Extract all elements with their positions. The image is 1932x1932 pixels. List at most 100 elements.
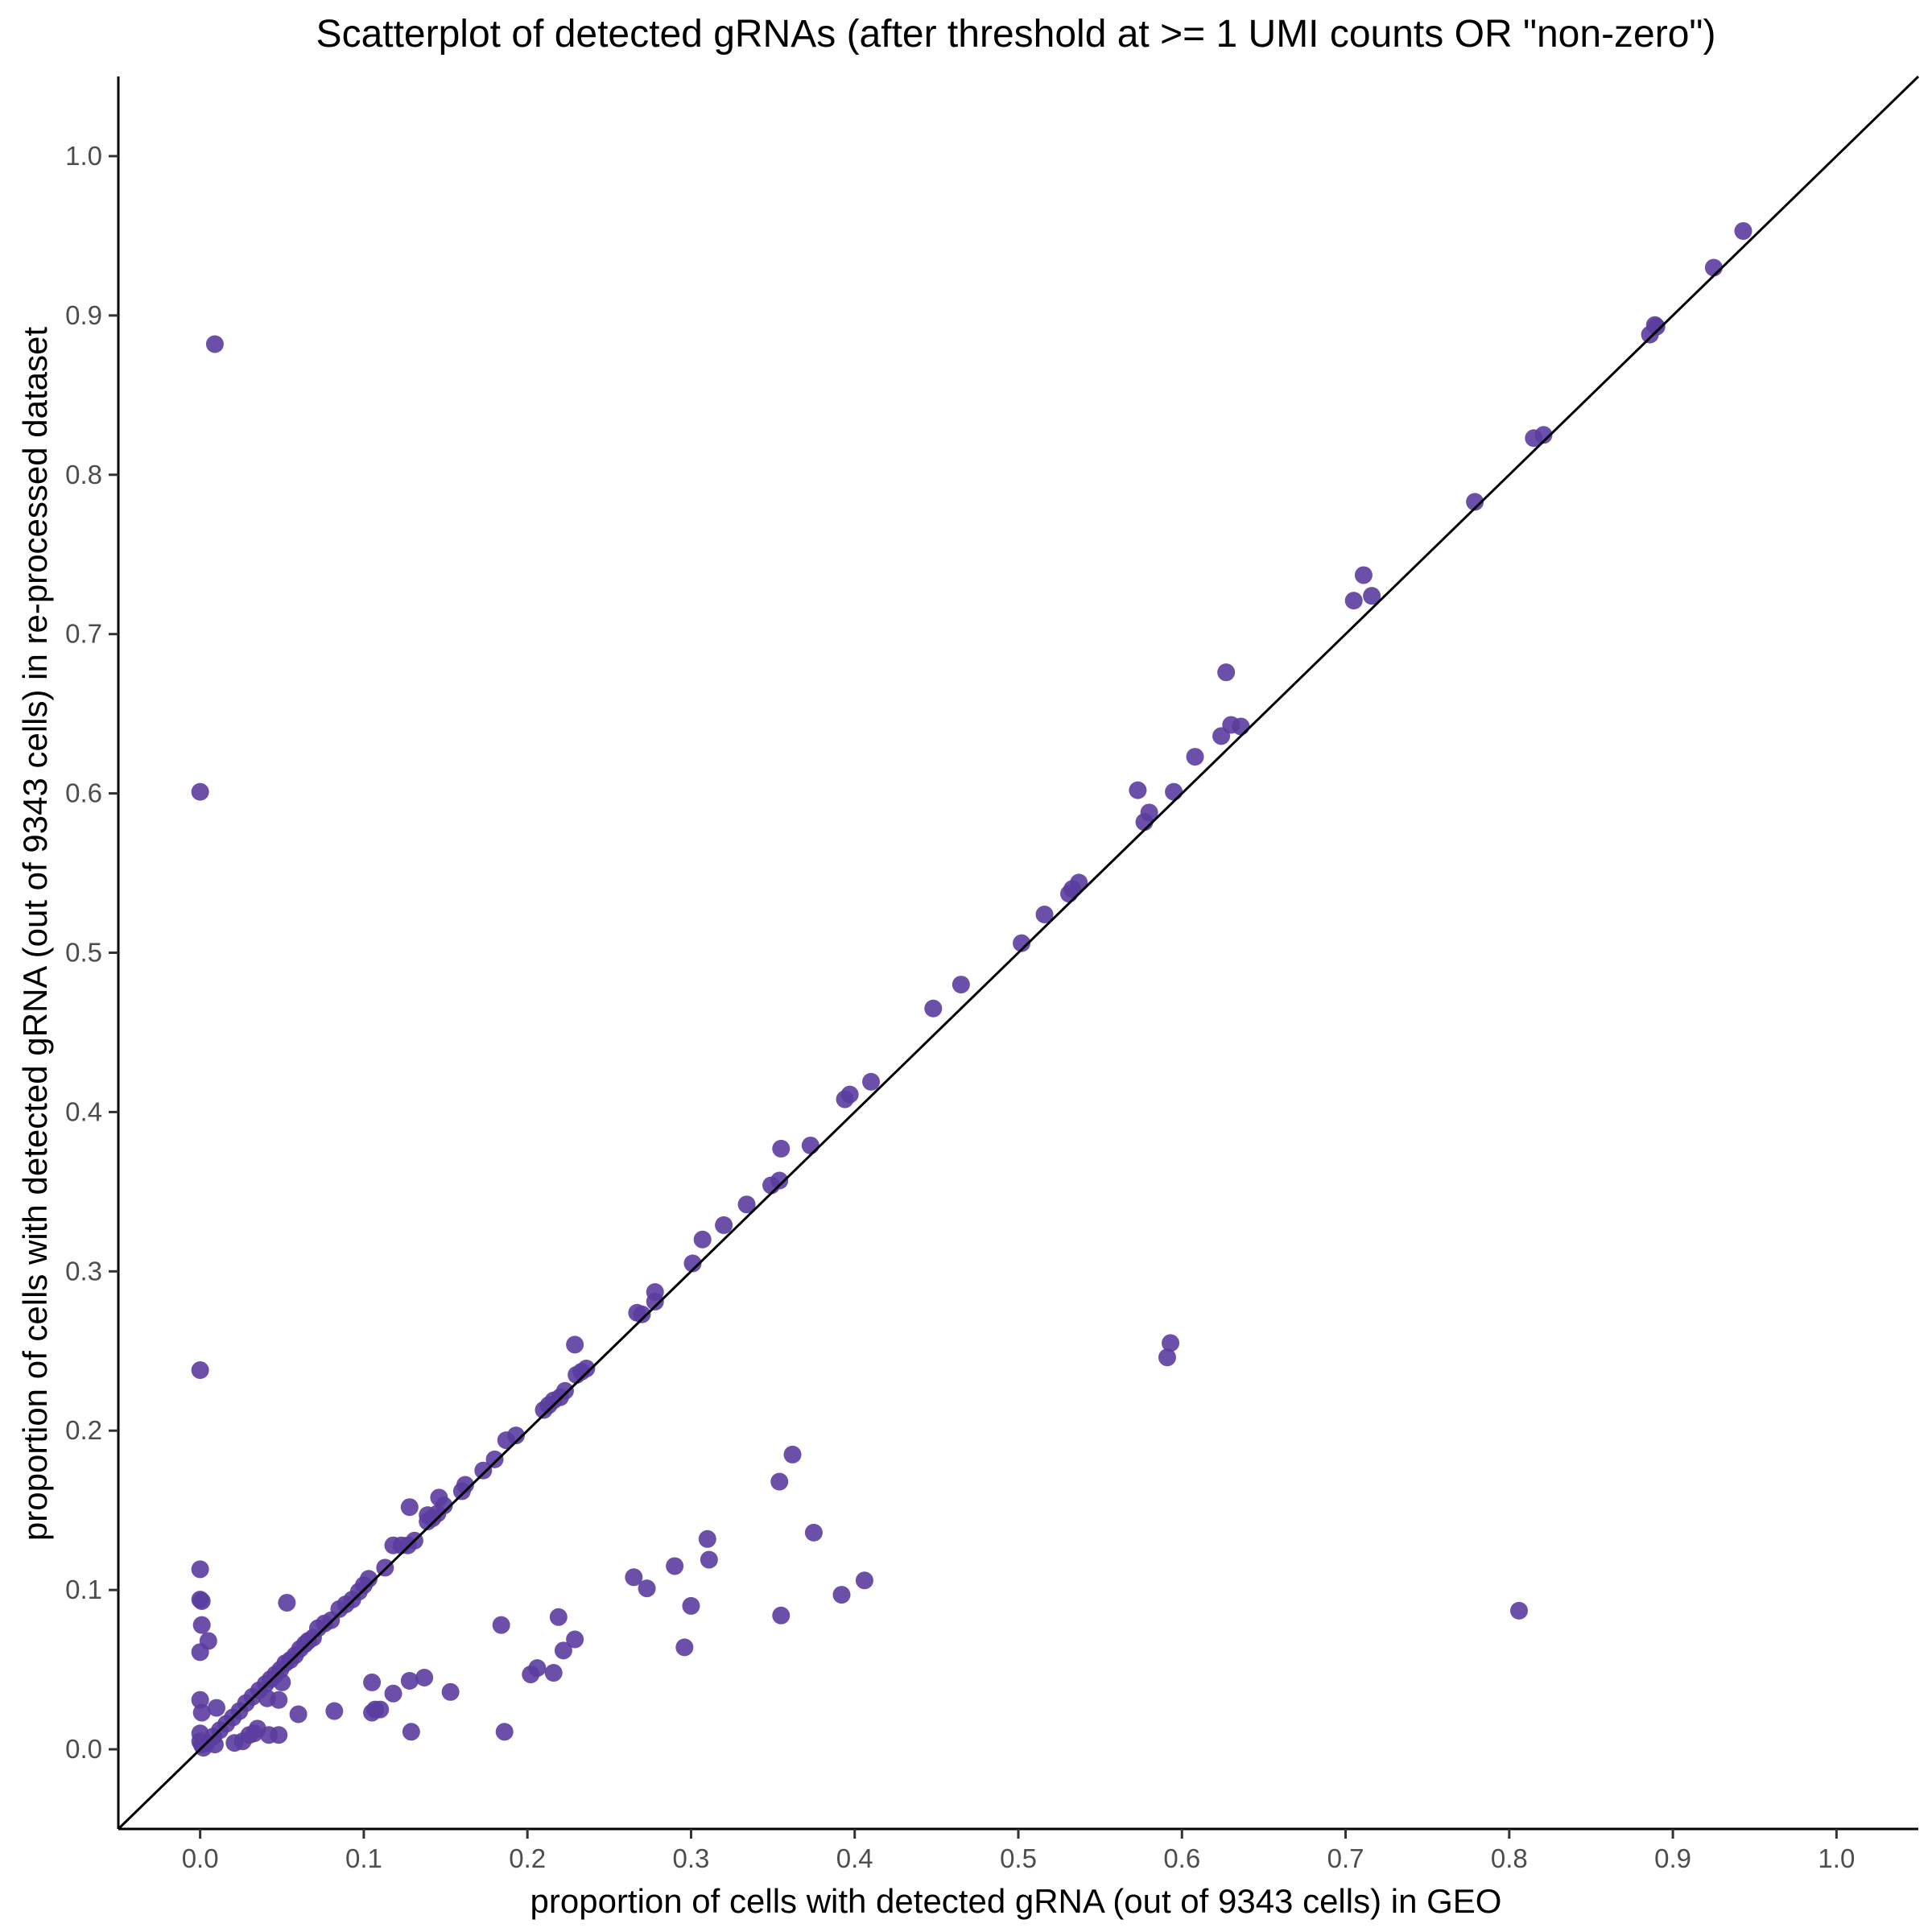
data-point <box>638 1579 656 1598</box>
data-point <box>693 1230 712 1249</box>
data-point <box>492 1616 510 1634</box>
data-point <box>384 1684 402 1703</box>
y-tick-label: 0.5 <box>65 938 102 968</box>
data-point <box>700 1550 718 1569</box>
data-point <box>625 1568 643 1587</box>
data-point <box>452 1482 471 1501</box>
data-point <box>1354 566 1373 584</box>
data-point <box>430 1488 448 1507</box>
data-point <box>1217 663 1236 682</box>
y-tick-label: 0.7 <box>65 619 102 649</box>
data-point <box>225 1734 244 1752</box>
data-point <box>1212 727 1231 745</box>
y-tick-label: 0.9 <box>65 300 102 330</box>
data-point <box>1186 748 1204 766</box>
data-point <box>400 1498 419 1517</box>
data-point <box>675 1638 694 1657</box>
y-tick-label: 1.0 <box>65 141 102 171</box>
data-point <box>485 1450 504 1468</box>
x-tick-label: 0.0 <box>182 1843 219 1873</box>
data-point <box>862 1072 881 1091</box>
data-point <box>554 1641 572 1660</box>
x-tick-label: 0.2 <box>509 1843 546 1873</box>
data-point <box>192 1591 211 1610</box>
data-point <box>1129 781 1147 799</box>
data-point <box>1344 592 1363 610</box>
data-point <box>1525 429 1543 448</box>
data-point <box>1734 221 1752 240</box>
data-point <box>1158 1348 1176 1367</box>
y-tick-label: 0.8 <box>65 460 102 489</box>
data-point <box>772 1139 791 1158</box>
data-point <box>205 1736 224 1754</box>
x-tick-label: 0.9 <box>1654 1843 1691 1873</box>
data-point <box>400 1671 419 1690</box>
data-point <box>1704 258 1723 277</box>
data-point <box>762 1176 781 1195</box>
data-point <box>737 1195 756 1214</box>
data-point <box>1165 782 1183 801</box>
data-point <box>772 1606 791 1624</box>
data-point <box>1466 493 1484 511</box>
data-point <box>205 335 224 353</box>
data-point <box>363 1673 382 1691</box>
data-point <box>528 1659 547 1678</box>
x-tick-label: 1.0 <box>1818 1843 1855 1873</box>
x-tick-label: 0.5 <box>1000 1843 1037 1873</box>
data-point <box>682 1596 700 1615</box>
data-point <box>832 1586 851 1604</box>
x-tick-label: 0.6 <box>1163 1843 1200 1873</box>
data-point <box>1013 934 1031 952</box>
y-tick-label: 0.6 <box>65 778 102 808</box>
data-point <box>535 1401 553 1419</box>
data-point <box>698 1530 716 1548</box>
data-point <box>325 1702 344 1720</box>
data-point <box>544 1664 563 1682</box>
data-point <box>258 1689 276 1707</box>
data-point <box>1363 587 1381 605</box>
data-point <box>273 1673 291 1691</box>
x-tick-label: 0.1 <box>345 1843 382 1873</box>
data-point <box>191 1643 209 1662</box>
data-point <box>952 976 970 994</box>
data-point <box>419 1513 437 1531</box>
data-point <box>666 1557 684 1575</box>
data-point <box>289 1705 308 1724</box>
data-point <box>646 1292 664 1311</box>
data-point <box>1647 317 1666 336</box>
x-tick-label: 0.3 <box>673 1843 710 1873</box>
data-point <box>549 1608 568 1626</box>
data-point <box>683 1254 702 1273</box>
data-point <box>192 1703 211 1722</box>
data-point <box>191 782 209 801</box>
data-point <box>566 1335 584 1354</box>
data-point <box>207 1699 225 1717</box>
data-point <box>770 1472 789 1491</box>
data-point <box>278 1593 296 1612</box>
y-tick-label: 0.4 <box>65 1096 102 1126</box>
y-tick-label: 0.2 <box>65 1415 102 1445</box>
data-point <box>191 1560 209 1579</box>
data-point <box>1060 885 1079 903</box>
data-point <box>1510 1601 1529 1620</box>
data-point <box>628 1303 646 1322</box>
data-point <box>566 1630 584 1649</box>
x-tick-label: 0.8 <box>1491 1843 1528 1873</box>
data-point <box>715 1216 733 1234</box>
data-point <box>801 1136 819 1154</box>
data-point <box>384 1536 402 1554</box>
data-point <box>441 1682 460 1701</box>
data-point <box>568 1365 586 1384</box>
data-point <box>1135 813 1154 832</box>
y-tick-label: 0.1 <box>65 1575 102 1604</box>
x-tick-label: 0.4 <box>836 1843 873 1873</box>
data-point <box>924 999 943 1018</box>
data-point <box>371 1700 390 1719</box>
data-point <box>1035 906 1054 924</box>
data-point <box>855 1571 873 1590</box>
data-point <box>1162 1334 1180 1352</box>
data-point <box>474 1461 493 1480</box>
data-point <box>804 1523 823 1542</box>
y-tick-label: 0.3 <box>65 1256 102 1286</box>
